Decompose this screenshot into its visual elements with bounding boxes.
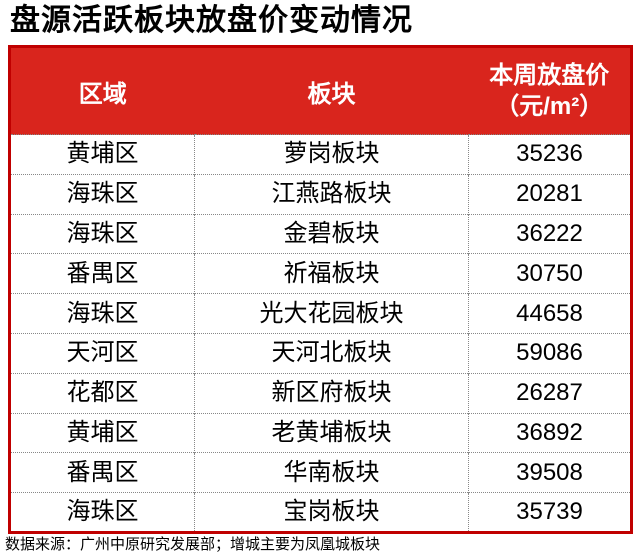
- sector-cell: 金碧板块: [194, 213, 469, 254]
- region-cell: 海珠区: [9, 173, 195, 215]
- sector-cell: 新区府板块: [194, 372, 469, 414]
- column-header-sector: 板块: [194, 46, 469, 135]
- table-row: 天河区 天河北板块 59086: [9, 332, 632, 374]
- price-cell: 39508: [468, 452, 632, 493]
- sector-cell: 光大花园板块: [194, 293, 469, 334]
- sector-cell: 江燕路板块: [194, 173, 469, 215]
- region-cell: 天河区: [9, 332, 195, 374]
- table-body: 黄埔区 萝岗板块 35236 海珠区 江燕路板块 20281 海珠区 金碧板块 …: [9, 134, 632, 533]
- table-row: 海珠区 宝岗板块 35739: [9, 492, 632, 533]
- region-cell: 海珠区: [9, 213, 195, 254]
- column-header-region: 区域: [9, 46, 195, 135]
- column-header-price: 本周放盘价 （元/m²）: [468, 46, 632, 135]
- table-row: 海珠区 金碧板块 36222: [9, 213, 632, 254]
- price-cell: 20281: [468, 173, 632, 215]
- region-cell: 花都区: [9, 372, 195, 414]
- price-cell: 36892: [468, 412, 632, 453]
- sector-cell: 祈福板块: [194, 253, 469, 294]
- table-row: 黄埔区 萝岗板块 35236: [9, 134, 632, 175]
- region-cell: 黄埔区: [9, 134, 195, 175]
- sector-cell: 华南板块: [194, 452, 469, 493]
- table-row: 海珠区 江燕路板块 20281: [9, 173, 632, 215]
- column-header-price-line1: 本周放盘价: [489, 62, 610, 89]
- region-cell: 海珠区: [9, 492, 195, 533]
- table-row: 番禺区 华南板块 39508: [9, 452, 632, 493]
- table-row: 花都区 新区府板块 26287: [9, 372, 632, 414]
- page-title: 盘源活跃板块放盘价变动情况: [10, 4, 413, 37]
- sector-cell: 老黄埔板块: [194, 412, 469, 453]
- price-table: 区域 板块 本周放盘价 （元/m²） 黄埔区 萝岗板块 35236 海珠区 江燕…: [8, 45, 633, 534]
- region-cell: 番禺区: [9, 253, 195, 294]
- price-cell: 35739: [468, 492, 632, 533]
- region-cell: 黄埔区: [9, 412, 195, 453]
- price-cell: 30750: [468, 253, 632, 294]
- column-header-price-line2: （元/m²）: [495, 93, 604, 120]
- table-row: 番禺区 祈福板块 30750: [9, 253, 632, 294]
- price-cell: 35236: [468, 134, 632, 175]
- table-row: 海珠区 光大花园板块 44658: [9, 293, 632, 334]
- price-cell: 59086: [468, 332, 632, 374]
- region-cell: 海珠区: [9, 293, 195, 334]
- header-row: 区域 板块 本周放盘价 （元/m²）: [9, 46, 632, 135]
- price-cell: 36222: [468, 213, 632, 254]
- table-header: 区域 板块 本周放盘价 （元/m²）: [9, 46, 632, 135]
- sector-cell: 宝岗板块: [194, 492, 469, 533]
- price-cell: 44658: [468, 293, 632, 334]
- region-cell: 番禺区: [9, 452, 195, 493]
- sector-cell: 天河北板块: [194, 332, 469, 374]
- table-row: 黄埔区 老黄埔板块 36892: [9, 412, 632, 453]
- data-source-note: 数据来源：广州中原研究发展部；增城主要为凤凰城板块: [5, 536, 381, 553]
- price-cell: 26287: [468, 372, 632, 414]
- sector-cell: 萝岗板块: [194, 134, 469, 175]
